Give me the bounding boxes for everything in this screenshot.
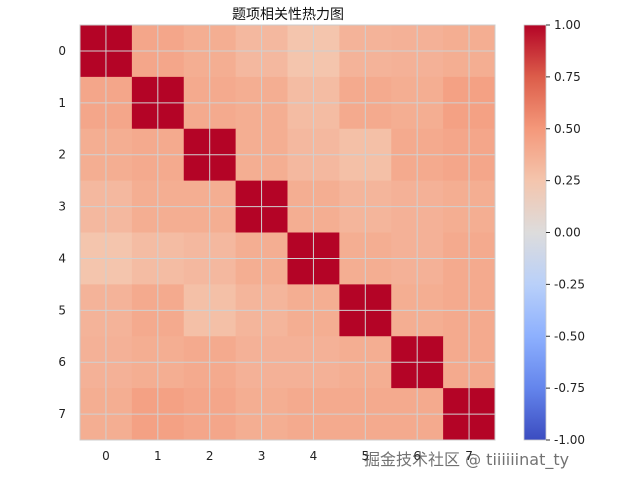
y-tick-label: 2 (58, 148, 66, 162)
x-tick-label: 3 (258, 449, 266, 463)
y-tick-label: 5 (58, 303, 66, 317)
heatmap-gridlines (80, 25, 495, 440)
y-tick-label: 0 (58, 44, 66, 58)
y-tick-label: 1 (58, 96, 66, 110)
colorbar-tick-label: 0.50 (554, 122, 581, 136)
colorbar-tick-label: 1.00 (554, 18, 581, 32)
y-axis-ticks: 0 1 2 3 4 5 6 7 (58, 44, 66, 421)
colorbar-tick-label: 0.00 (554, 226, 581, 240)
heatmap-cells (80, 25, 496, 441)
watermark-text: 掘金技术社区 @ tiiiiiinat_ty (364, 450, 570, 469)
colorbar-tick-label: -1.00 (554, 433, 585, 447)
x-tick-label: 6 (413, 449, 421, 463)
y-tick-label: 4 (58, 251, 66, 265)
y-tick-label: 6 (58, 355, 66, 369)
y-tick-label: 7 (58, 407, 66, 421)
colorbar-tick-label: 0.25 (554, 174, 581, 188)
colorbar-tick-label: -0.50 (554, 329, 585, 343)
x-tick-label: 0 (102, 449, 110, 463)
x-tick-label: 7 (465, 449, 473, 463)
colorbar (523, 24, 547, 441)
x-axis-ticks: 0 1 2 3 4 5 6 7 (102, 449, 473, 463)
colorbar-ticks: 1.00 0.75 0.50 0.25 0.00 -0.25 -0.50 -0.75 -1.00 (546, 18, 585, 447)
colorbar-tick-label: -0.75 (554, 381, 585, 395)
y-tick-label: 3 (58, 200, 66, 214)
x-tick-label: 1 (154, 449, 162, 463)
colorbar-tick-label: 0.75 (554, 70, 581, 84)
heatmap-frame (79, 24, 496, 441)
x-tick-label: 2 (206, 449, 214, 463)
x-tick-label: 4 (310, 449, 318, 463)
chart-title: 题项相关性热力图 (232, 7, 344, 23)
colorbar-tick-label: -0.25 (554, 277, 585, 291)
x-tick-label: 5 (361, 449, 369, 463)
